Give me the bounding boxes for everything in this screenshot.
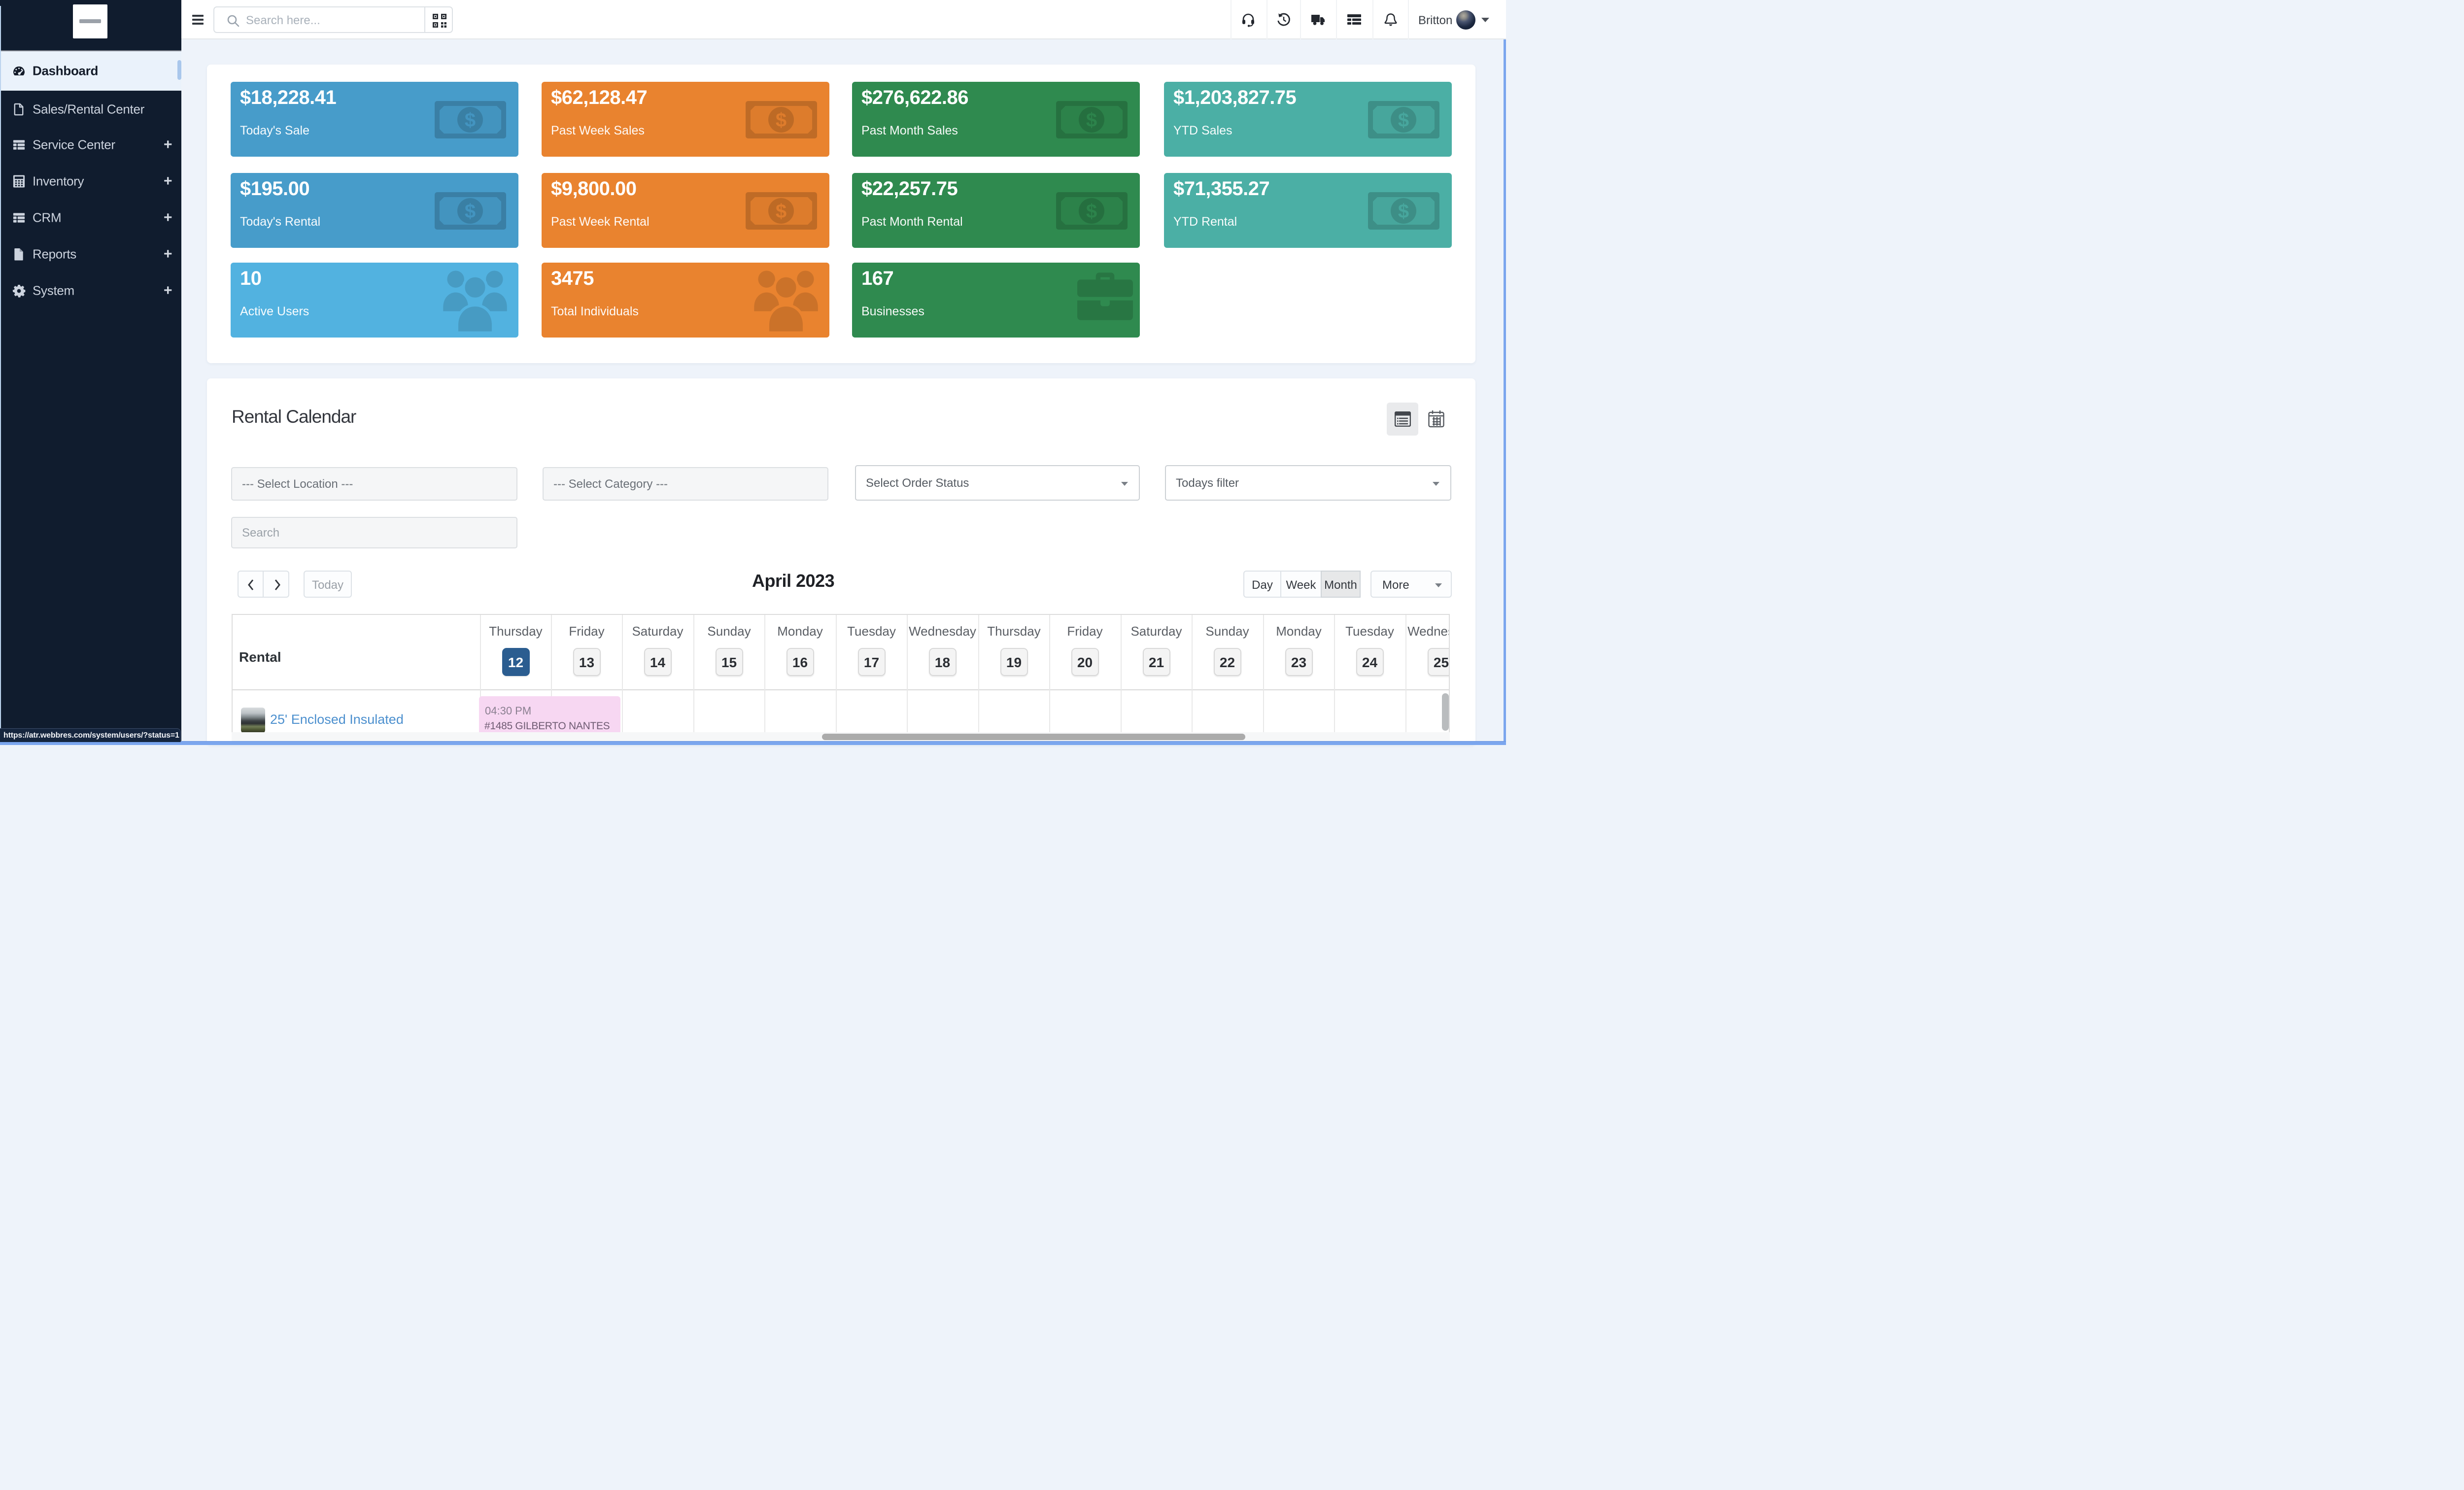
svg-text:$: $ — [1086, 109, 1097, 131]
svg-text:$: $ — [776, 109, 787, 131]
svg-text:$: $ — [776, 201, 787, 222]
svg-text:$: $ — [1086, 201, 1097, 222]
svg-text:$: $ — [1398, 109, 1409, 131]
svg-text:$: $ — [465, 201, 476, 222]
svg-text:$: $ — [1398, 201, 1409, 222]
svg-text:$: $ — [465, 109, 476, 131]
